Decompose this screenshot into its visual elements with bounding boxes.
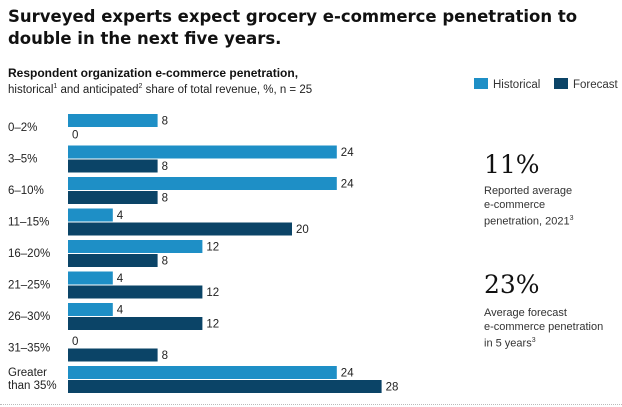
footnote-1: 1	[53, 83, 58, 90]
category-label: 11–15%	[8, 217, 49, 229]
category-label: 0–2%	[8, 122, 37, 134]
bar-forecast	[68, 317, 203, 330]
data-label-historical: 4	[117, 305, 124, 317]
category-label: 6–10%	[8, 185, 44, 197]
footnote-3b: 3	[531, 337, 536, 344]
category-label: 31–35%	[8, 343, 50, 355]
bar-historical	[68, 114, 158, 127]
bar-forecast	[68, 285, 203, 299]
data-label-historical: 24	[341, 147, 354, 159]
category-label: Greater	[8, 367, 47, 379]
category-label: 26–30%	[8, 311, 50, 323]
data-label-forecast: 28	[386, 382, 399, 394]
stat-forecast-line-3: in 5 years3	[484, 334, 614, 351]
chart-subtitle-heading: Respondent organization e-commerce penet…	[8, 66, 299, 80]
stat-description-forecast: Average forecast e-commerce penetration …	[484, 306, 614, 351]
bar-historical	[68, 177, 337, 190]
data-label-forecast: 8	[162, 193, 168, 205]
legend-swatch-forecast	[554, 78, 568, 89]
bar-forecast	[68, 348, 158, 362]
bar-historical	[68, 303, 113, 316]
bar-historical	[68, 240, 203, 253]
data-label-historical: 12	[206, 242, 219, 254]
data-label-forecast: 8	[162, 161, 168, 173]
data-label-historical: 24	[341, 179, 354, 191]
data-label-forecast: 8	[162, 256, 168, 268]
data-label-forecast: 12	[206, 319, 219, 331]
bar-forecast	[68, 159, 158, 173]
stat-value-forecast: 23%	[484, 270, 540, 299]
footnote-2: 2	[138, 83, 143, 90]
bar-forecast	[68, 254, 158, 267]
data-label-historical: 8	[162, 116, 168, 128]
legend-swatch-historical	[474, 78, 488, 89]
category-label: 21–25%	[8, 280, 50, 292]
category-label: than 35%	[8, 380, 57, 392]
stat-forecast-line-3-text: in 5 years	[484, 337, 532, 350]
footnote-3a: 3	[569, 215, 574, 222]
stat-description-reported: Reported average e-commerce penetration,…	[484, 184, 614, 229]
data-label-forecast: 0	[72, 130, 78, 142]
bar-historical	[68, 208, 113, 222]
legend-label-historical: Historical	[493, 79, 541, 91]
data-label-historical: 0	[72, 336, 78, 348]
bottom-divider	[0, 403, 622, 405]
stat-forecast-line-1: Average forecast	[484, 307, 567, 319]
legend-item-historical: Historical	[474, 78, 540, 91]
data-label-historical: 24	[341, 368, 354, 380]
data-label-forecast: 12	[206, 287, 219, 299]
subtitle-desc-post: share of total revenue, %, n = 25	[142, 83, 313, 96]
bar-forecast	[68, 191, 158, 204]
chart-title: Surveyed experts expect grocery e-commer…	[8, 7, 578, 48]
category-label: 16–20%	[8, 248, 50, 260]
bar-forecast	[68, 380, 382, 393]
bar-historical	[68, 145, 337, 159]
chart-subtitle-description: historical1 and anticipated2 share of to…	[8, 83, 312, 96]
stat-value-reported: 11%	[484, 150, 540, 179]
data-label-forecast: 20	[296, 224, 309, 236]
data-label-forecast: 8	[162, 350, 168, 362]
stat-reported-line-2: e-commerce	[484, 199, 546, 211]
bar-historical	[68, 271, 113, 285]
stat-reported-line-3-text: penetration, 2021	[484, 215, 570, 228]
category-label: 3–5%	[8, 154, 37, 166]
bar-historical	[68, 366, 337, 379]
data-label-historical: 4	[117, 273, 124, 285]
data-label-historical: 4	[117, 210, 124, 222]
subtitle-desc-pre: historical	[8, 83, 54, 96]
bar-forecast	[68, 222, 292, 236]
legend-item-forecast: Forecast	[554, 78, 618, 91]
stat-reported-line-3: penetration, 20213	[484, 212, 614, 229]
legend-label-forecast: Forecast	[573, 79, 618, 91]
stat-reported-line-1: Reported average	[484, 185, 573, 197]
stat-forecast-line-2: e-commerce penetration	[484, 321, 604, 333]
subtitle-desc-mid: and anticipated	[57, 83, 139, 96]
